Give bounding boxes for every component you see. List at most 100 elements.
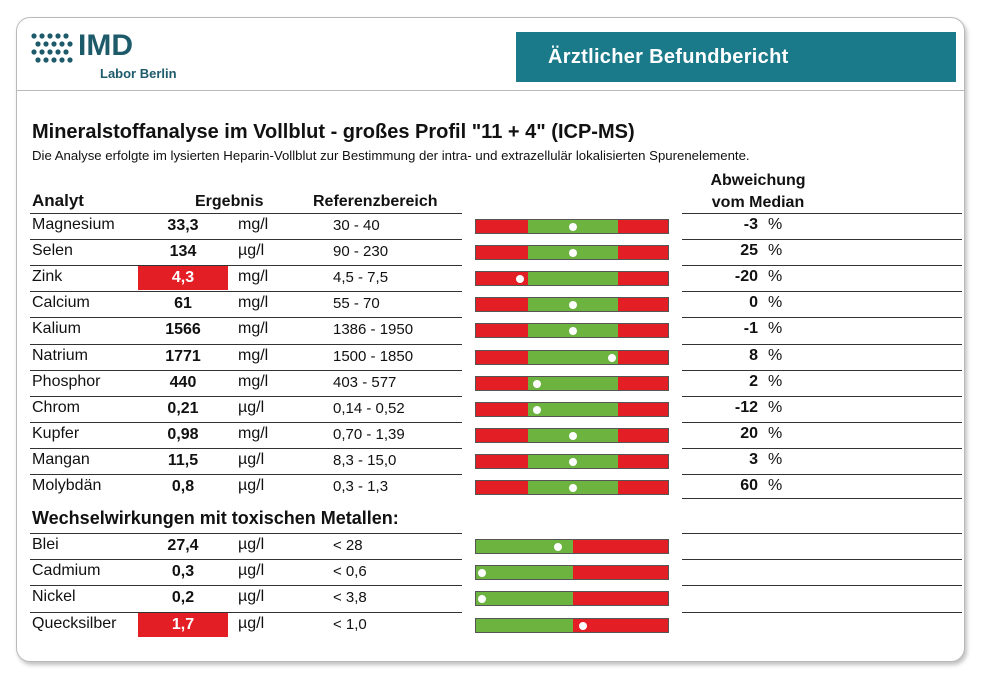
row-divider [30, 369, 462, 371]
analyte-name: Zink [32, 268, 63, 286]
range-bar-normal [476, 566, 573, 580]
logo-dots-icon [31, 33, 73, 63]
deviation-value: 25 [740, 242, 758, 260]
table-row: Molybdän 0,8 µg/l 0,3 - 1,3 60% [0, 474, 1000, 500]
row-divider [682, 533, 962, 534]
range-marker [569, 327, 577, 336]
analyte-name: Phosphor [32, 372, 101, 390]
row-divider [682, 611, 962, 613]
deviation-unit: % [768, 320, 783, 338]
deviation-unit: % [768, 424, 783, 442]
reference-range: 0,14 - 0,52 [333, 399, 405, 417]
table-row: Natrium 1771 mg/l 1500 - 1850 8% [0, 343, 1000, 370]
row-divider [30, 474, 462, 475]
result-value: 134 [169, 243, 197, 261]
row-divider [682, 421, 962, 423]
table-row: Nickel 0,2 µg/l < 3,8 [0, 585, 1000, 611]
range-bar-normal [476, 592, 573, 606]
range-marker [478, 569, 486, 578]
result-unit: mg/l [238, 372, 269, 390]
range-marker [533, 405, 541, 414]
range-marker [569, 223, 577, 231]
range-bar-normal [528, 376, 618, 390]
row-divider [682, 474, 962, 475]
row-divider [30, 239, 462, 241]
range-marker [569, 484, 577, 492]
row-divider [682, 213, 962, 214]
row-divider [30, 611, 462, 613]
row-divider [682, 291, 962, 293]
analyte-name: Mangan [32, 450, 90, 468]
table-row: Blei 27,4 µg/l < 28 [0, 533, 1000, 559]
analyte-name: Magnesium [32, 216, 115, 233]
range-marker [569, 431, 577, 440]
table-row: Kalium 1566 mg/l 1386 - 1950 -1% [0, 317, 1000, 343]
range-marker [569, 249, 577, 258]
analyte-name: Nickel [32, 588, 76, 606]
deviation-unit: % [768, 216, 783, 233]
analyte-name: Quecksilber [32, 614, 117, 632]
result-value: 27,4 [167, 537, 199, 554]
range-bar [475, 539, 669, 554]
result-unit: mg/l [238, 294, 269, 312]
result-unit: µg/l [238, 450, 265, 468]
range-bar [475, 323, 669, 339]
row-divider [30, 291, 462, 293]
result-unit: µg/l [238, 614, 265, 632]
reference-range: 90 - 230 [333, 243, 389, 261]
report-card [16, 17, 965, 662]
deviation-unit: % [768, 450, 783, 468]
logo-subtitle: Labor Berlin [100, 66, 177, 81]
range-bar [475, 297, 669, 313]
result-value: 0,2 [171, 589, 195, 607]
header-abweichung-line1: Abweichung [710, 172, 806, 189]
header-referenzbereich: Referenzbereich [313, 193, 438, 210]
range-bar-normal [528, 272, 618, 286]
table-row: Phosphor 440 mg/l 403 - 577 2% [0, 369, 1000, 396]
analyte-name: Kalium [32, 320, 81, 338]
deviation-value: -1 [743, 320, 758, 338]
table-row: Cadmium 0,3 µg/l < 0,6 [0, 559, 1000, 585]
range-bar [475, 271, 669, 287]
range-marker [478, 595, 486, 604]
row-divider [30, 585, 462, 587]
result-unit: mg/l [238, 320, 269, 338]
table-row: Magnesium 33,3 mg/l 30 - 40 -3% [0, 213, 1000, 239]
deviation-value: -20 [734, 268, 758, 286]
deviation-value: 0 [749, 294, 758, 312]
row-divider [30, 265, 462, 267]
imd-logo: IMD Labor Berlin [30, 29, 200, 84]
reference-range: < 28 [333, 537, 363, 554]
row-divider [30, 421, 462, 423]
analyte-name: Selen [32, 242, 73, 260]
row-divider [30, 343, 462, 345]
deviation-value: 60 [740, 477, 758, 494]
reference-range: < 3,8 [333, 589, 367, 607]
range-bar [475, 427, 669, 443]
result-unit: mg/l [238, 346, 269, 364]
section-toxic-title: Wechselwirkungen mit toxischen Metallen: [32, 508, 399, 528]
reference-range: 55 - 70 [333, 295, 380, 313]
range-bar [475, 591, 669, 607]
deviation-value: 20 [740, 424, 758, 442]
reference-range: 8,3 - 15,0 [333, 451, 397, 469]
result-unit: µg/l [238, 536, 265, 553]
header-abweichung: Abweichung vom Median [688, 170, 828, 214]
result-unit: mg/l [238, 216, 269, 233]
result-value: 440 [169, 373, 197, 391]
row-divider [30, 559, 462, 561]
header-abweichung-line2: vom Median [711, 194, 805, 211]
deviation-unit: % [768, 372, 783, 390]
row-divider [682, 239, 962, 241]
reference-range: 0,3 - 1,3 [333, 478, 389, 495]
deviation-unit: % [768, 268, 783, 286]
analyte-name: Kupfer [32, 424, 80, 442]
reference-range: < 0,6 [333, 563, 367, 581]
range-bar [475, 401, 669, 417]
analyte-name: Natrium [32, 346, 89, 364]
result-unit: µg/l [238, 562, 265, 580]
result-unit: µg/l [238, 477, 265, 494]
result-unit: µg/l [238, 588, 265, 606]
analyte-name: Chrom [32, 398, 81, 416]
deviation-unit: % [768, 294, 783, 312]
